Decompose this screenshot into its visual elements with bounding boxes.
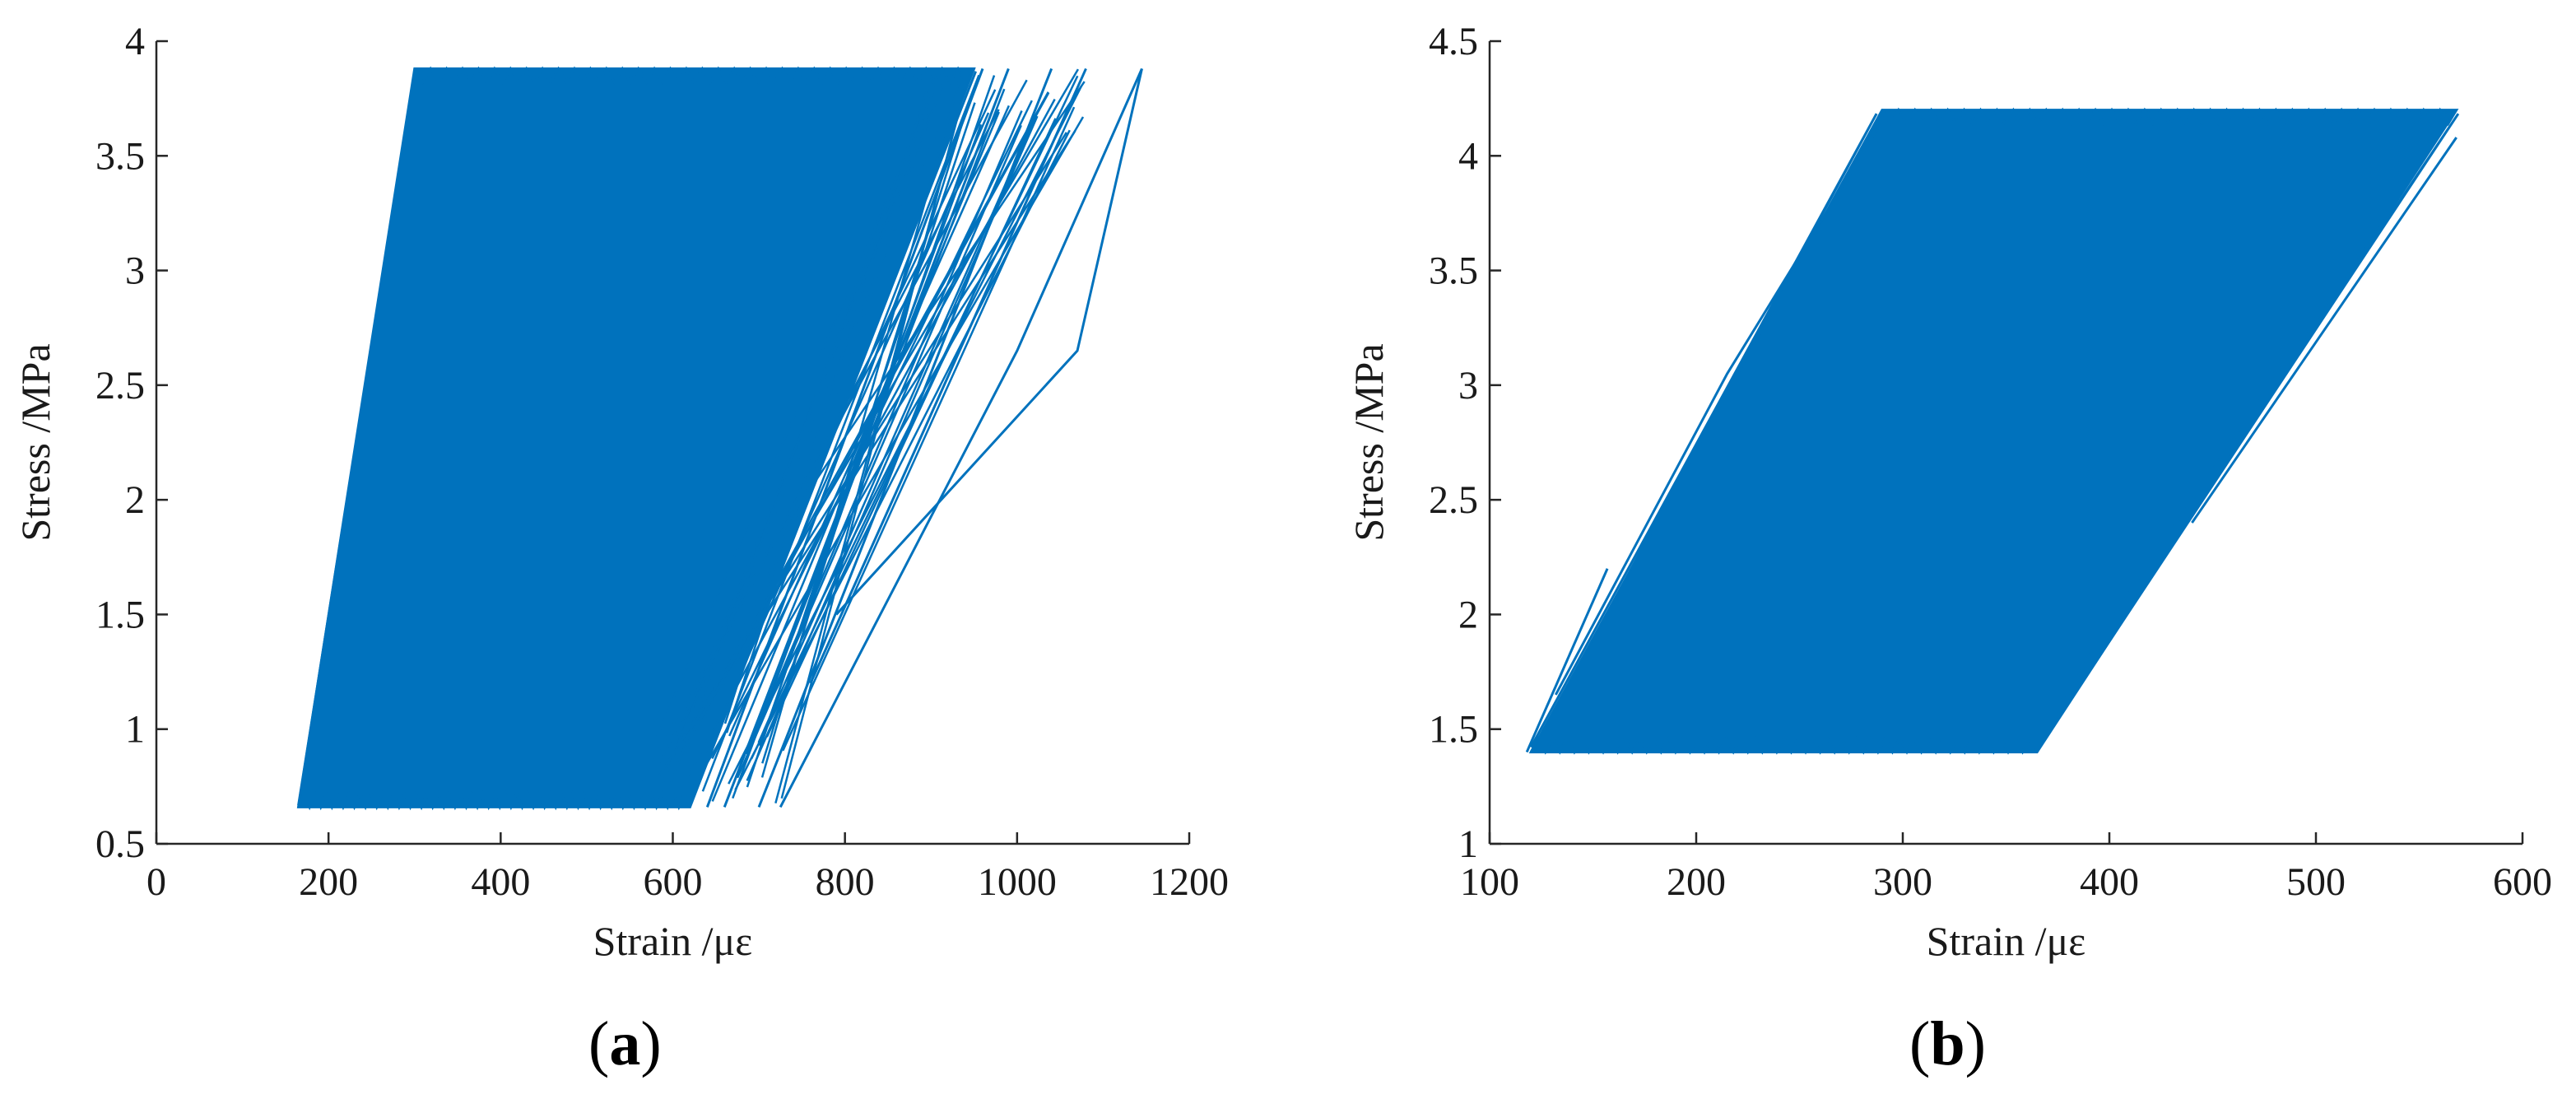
y-tick-label: 2.5 xyxy=(95,364,145,407)
panel-label-b: (b) xyxy=(1909,1009,1986,1078)
series-line xyxy=(728,105,1011,737)
series-line xyxy=(711,111,1000,802)
x-tick-label: 600 xyxy=(2493,860,2552,904)
x-tick-label: 400 xyxy=(471,860,530,904)
y-tick-label: 4.5 xyxy=(1429,20,1478,63)
series-line xyxy=(725,104,935,733)
x-tick-label: 100 xyxy=(1460,860,1519,904)
series-line xyxy=(656,86,937,738)
series-line xyxy=(746,115,1039,781)
series-upper-edge xyxy=(413,66,975,86)
x-tick-label: 600 xyxy=(644,860,703,904)
x-tick-label: 300 xyxy=(1873,860,1932,904)
y-tick-label: 3 xyxy=(1458,364,1478,407)
y-tick-label: 2 xyxy=(125,478,145,522)
y-tick-label: 1 xyxy=(125,708,145,752)
x-tick-label: 200 xyxy=(299,860,358,904)
series-line xyxy=(711,100,1033,760)
x-axis-label: Strain /με xyxy=(593,918,753,964)
x-tick-label: 400 xyxy=(2080,860,2139,904)
x-axis-label: Strain /με xyxy=(1927,918,2086,964)
series-lower-edge xyxy=(297,789,691,811)
series-line xyxy=(2191,137,2457,524)
series-line xyxy=(701,74,980,792)
series-line xyxy=(736,124,1022,779)
x-tick-label: 800 xyxy=(816,860,875,904)
y-axis-label: Stress /MPa xyxy=(12,343,58,541)
y-tick-label: 2 xyxy=(1458,593,1478,636)
series-lower-edge xyxy=(1529,735,2039,755)
series-line xyxy=(1525,568,1609,753)
series-line xyxy=(2035,109,2457,753)
y-tick-label: 2.5 xyxy=(1429,478,1478,522)
chart-panel-b: 1 1.5 2 2.5 3 3.5 4 4.5 100 200 300 400 500 600 Strain… xyxy=(1346,20,2552,964)
series-line xyxy=(1554,114,1888,696)
y-tick-label: 1 xyxy=(1458,822,1478,866)
series-line xyxy=(779,68,1143,808)
y-tick-label: 4 xyxy=(1458,134,1478,178)
x-tick-label: 500 xyxy=(2286,860,2346,904)
x-tick-label: 1000 xyxy=(978,860,1057,904)
chart-panel-a: 0.5 1 1.5 2 2.5 3 3.5 4 0 200 400 600 800 1000 1200 Str… xyxy=(12,20,1229,964)
series-dense-region xyxy=(1528,109,2459,754)
series-line xyxy=(700,89,997,719)
y-tick-label: 3.5 xyxy=(95,134,145,178)
y-axis-label: Stress /MPa xyxy=(1346,343,1392,541)
x-tick-label: 1200 xyxy=(1150,860,1229,904)
y-tick-label: 1.5 xyxy=(1429,708,1478,752)
y-tick-label: 4 xyxy=(125,20,145,63)
series-line xyxy=(644,81,1086,735)
y-tick-label: 0.5 xyxy=(95,822,145,866)
series-upper-edge xyxy=(1881,107,2457,127)
y-tick-label: 1.5 xyxy=(95,593,145,636)
series-line xyxy=(835,68,1143,616)
series-line xyxy=(673,72,949,747)
y-tick-label: 3 xyxy=(125,249,145,293)
series-line xyxy=(782,106,1076,752)
y-tick-label: 3.5 xyxy=(1429,249,1478,293)
series-line xyxy=(679,130,938,738)
series-line xyxy=(699,130,1076,719)
x-tick-label: 0 xyxy=(146,860,166,904)
series-line xyxy=(809,68,1087,684)
panel-label-a: (a) xyxy=(588,1009,662,1078)
series-line xyxy=(723,84,930,724)
x-tick-label: 200 xyxy=(1667,860,1726,904)
